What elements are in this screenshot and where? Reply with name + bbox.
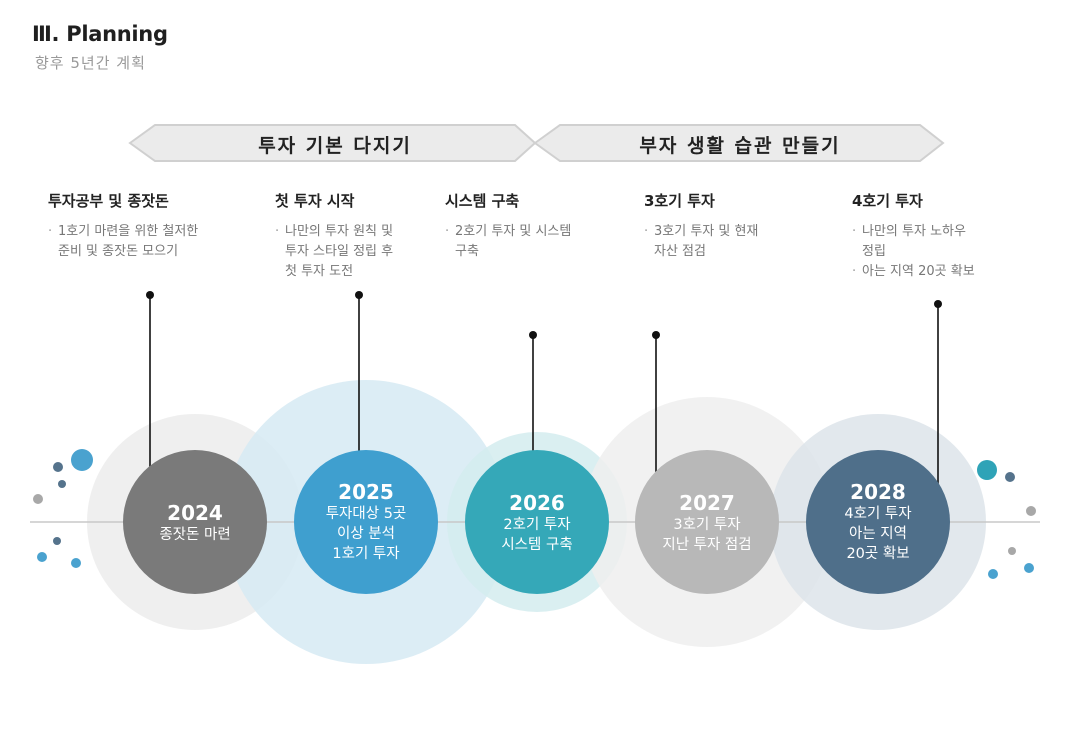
connector-dot-2026 [529,331,537,339]
page-subtitle: 향후 5년간 계획 [35,54,146,72]
decorative-dot-12 [988,569,998,579]
milestone-circle-2026 [465,450,609,594]
connector-dot-2024 [146,291,154,299]
milestone-heading-2024: 투자공부 및 종잣돈 [48,192,169,210]
connector-layer [146,291,942,485]
milestone-circle-2028 [806,450,950,594]
banner-label-1: 투자 기본 다지기 [258,135,412,157]
milestone-circle-2024 [123,450,267,594]
milestone-heading-2028: 4호기 투자 [852,192,923,210]
decorative-dot-6 [53,537,61,545]
year-2026: 2026 [509,491,565,515]
banner-label-2: 부자 생활 습관 만들기 [639,135,841,157]
connector-dot-2027 [652,331,660,339]
circle-label-2025: 2025 투자대상 5곳 이상 분석 1호기 투자 [296,480,436,564]
circle-label-2027: 2027 3호기 투자 지난 투자 점검 [637,491,777,555]
decorative-dot-3 [58,480,66,488]
page-title: Ⅲ. Planning [32,22,168,46]
connector-dot-2028 [934,300,942,308]
year-2027: 2027 [679,491,735,515]
milestone-bullet-2026: · 2호기 투자 및 시스템 구축 [445,224,572,259]
milestone-circle-2027 [635,450,779,594]
decorative-dot-1 [71,449,93,471]
decorative-dot-4 [33,494,43,504]
decorative-dot-7 [71,558,81,568]
decorative-dot-11 [1008,547,1016,555]
year-2024: 2024 [167,501,223,525]
milestone-heading-2026: 시스템 구축 [445,192,520,210]
decorative-dot-13 [1024,563,1034,573]
milestone-bullet-2028: · 나만의 투자 노하우 정립 · 아는 지역 20곳 확보 [852,224,975,279]
milestone-bullet-2024: · 1호기 마련을 위한 철저한 준비 및 종잣돈 모으기 [48,224,199,259]
year-2025: 2025 [338,480,394,504]
decorative-dot-5 [37,552,47,562]
year-2028: 2028 [850,480,906,504]
circle-label-2026: 2026 2호기 투자 시스템 구축 [467,491,607,555]
milestone-heading-2027: 3호기 투자 [644,192,715,210]
milestone-circle-2025 [294,450,438,594]
core-layer [123,450,950,594]
decorative-dot-layer [33,449,1036,579]
decorative-dot-9 [1005,472,1015,482]
banner-arrow-2 [533,124,945,162]
milestone-bullet-2027: · 3호기 투자 및 현재 자산 점검 [644,224,759,259]
connector-dot-2025 [355,291,363,299]
decorative-dot-2 [53,462,63,472]
circle-label-2024: 2024 종잣돈 마련 [125,501,265,545]
decorative-dot-8 [977,460,997,480]
decorative-dot-10 [1026,506,1036,516]
milestone-bullet-2025: · 나만의 투자 원칙 및 투자 스타일 정립 후 첫 투자 도전 [275,224,394,279]
circle-label-2028: 2028 4호기 투자 아는 지역 20곳 확보 [808,480,948,564]
milestone-heading-2025: 첫 투자 시작 [275,192,355,210]
